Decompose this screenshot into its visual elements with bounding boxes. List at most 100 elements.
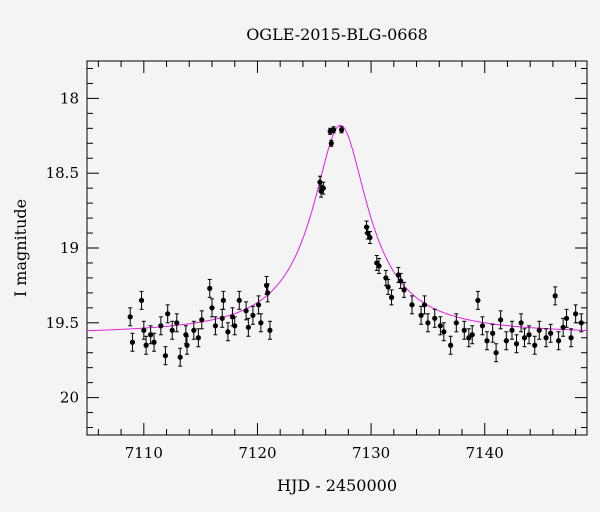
x-axis-label: HJD - 2450000 <box>277 476 397 495</box>
data-point <box>229 307 236 327</box>
data-point <box>258 313 264 333</box>
data-point <box>169 320 175 340</box>
data-marker <box>338 127 345 133</box>
data-marker <box>493 350 499 356</box>
data-marker <box>265 290 271 296</box>
data-marker <box>165 311 171 317</box>
data-point <box>563 308 570 328</box>
data-marker <box>143 342 149 348</box>
data-point <box>191 320 197 340</box>
data-point <box>555 331 562 351</box>
data-point <box>453 313 459 333</box>
data-point <box>388 289 395 306</box>
data-marker <box>448 342 454 348</box>
data-point <box>265 283 271 303</box>
data-point <box>243 301 249 321</box>
data-point <box>209 298 215 318</box>
data-point <box>578 313 584 333</box>
data-marker <box>209 305 215 311</box>
data-marker <box>479 323 486 329</box>
data-marker <box>526 332 532 338</box>
data-marker <box>320 185 326 191</box>
data-point <box>127 307 133 327</box>
data-marker <box>151 339 157 345</box>
x-tick-label: 7130 <box>352 444 390 462</box>
data-point <box>212 316 219 336</box>
data-marker <box>317 179 323 185</box>
data-point <box>568 328 574 348</box>
data-marker <box>441 329 447 335</box>
data-marker <box>578 320 584 326</box>
data-marker <box>568 335 574 341</box>
data-point <box>475 290 481 310</box>
data-marker <box>503 338 509 344</box>
data-marker <box>563 315 570 321</box>
data-marker <box>220 297 226 303</box>
data-point <box>548 323 554 343</box>
x-tick-label: 7110 <box>125 444 163 462</box>
data-point <box>174 313 180 333</box>
data-marker <box>409 302 415 308</box>
data-marker <box>425 320 431 326</box>
data-point <box>437 316 444 336</box>
data-marker <box>158 323 164 329</box>
data-point <box>207 278 213 298</box>
data-marker <box>129 339 136 345</box>
data-point <box>441 322 447 342</box>
data-point <box>328 139 334 147</box>
data-point <box>398 272 404 289</box>
data-marker <box>521 335 528 341</box>
data-point <box>503 331 509 351</box>
data-marker <box>418 312 424 318</box>
data-marker <box>388 294 395 300</box>
y-tick-label: 19.5 <box>46 314 79 332</box>
data-marker <box>169 327 175 333</box>
data-marker <box>330 127 337 133</box>
data-point <box>490 323 496 343</box>
data-marker <box>532 342 538 348</box>
data-point <box>165 304 171 324</box>
y-tick-label: 18 <box>60 89 79 107</box>
data-marker <box>138 297 145 303</box>
data-point <box>498 310 504 330</box>
data-point <box>425 313 431 333</box>
data-point <box>236 290 242 310</box>
data-marker <box>453 320 459 326</box>
data-marker <box>236 297 242 303</box>
data-marker <box>212 323 219 329</box>
data-point <box>466 328 472 348</box>
data-marker <box>475 297 481 303</box>
data-marker <box>328 140 334 146</box>
data-marker <box>461 327 467 333</box>
data-point <box>401 281 407 298</box>
data-marker <box>513 341 520 347</box>
data-point <box>479 316 486 336</box>
data-point <box>162 346 169 366</box>
data-marker <box>432 315 438 321</box>
data-points <box>127 126 584 367</box>
data-marker <box>573 311 579 317</box>
data-marker <box>385 284 391 290</box>
x-tick-label: 7140 <box>466 444 504 462</box>
data-point <box>225 322 231 342</box>
data-point <box>421 295 428 315</box>
data-point <box>484 331 490 351</box>
data-point <box>552 286 558 306</box>
data-point <box>418 305 424 325</box>
data-point <box>151 332 157 352</box>
data-point <box>509 320 515 340</box>
data-point <box>330 126 337 134</box>
data-marker <box>548 330 554 336</box>
data-point <box>219 308 225 328</box>
data-marker <box>250 312 256 318</box>
data-point <box>232 316 238 336</box>
data-marker <box>232 323 238 329</box>
data-point <box>448 335 454 355</box>
data-marker <box>484 338 490 344</box>
data-point <box>493 343 499 363</box>
data-marker <box>177 354 183 360</box>
data-marker <box>245 324 251 330</box>
data-marker <box>258 320 264 326</box>
data-point <box>255 295 262 315</box>
data-marker <box>243 308 249 314</box>
